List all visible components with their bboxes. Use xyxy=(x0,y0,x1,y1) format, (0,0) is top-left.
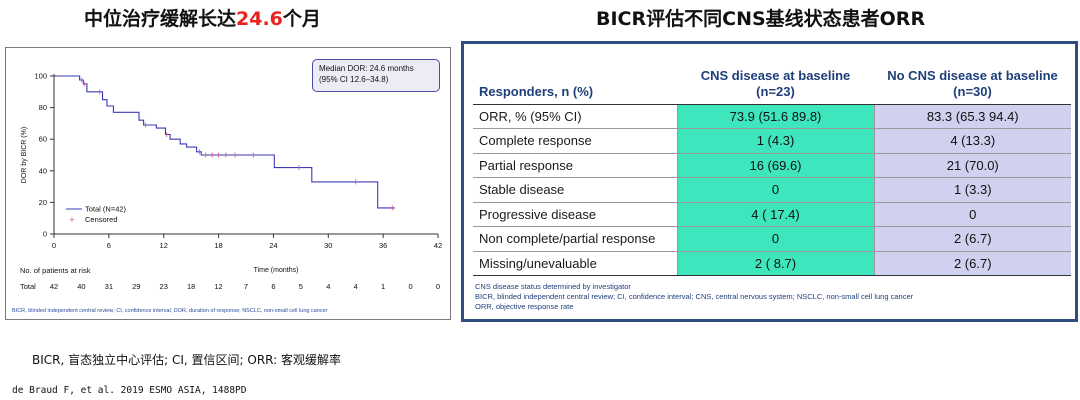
legend-series-label: Total (N=42) xyxy=(85,205,127,214)
risk-count: 29 xyxy=(132,282,140,291)
cns-cell: 2 ( 8.7) xyxy=(676,251,874,276)
abbreviation-line: BICR, 盲态独立中心评估; CI, 置信区间; ORR: 客观缓解率 xyxy=(32,353,341,367)
table-notes: CNS disease status determined by investi… xyxy=(475,282,1070,312)
x-tick-label: 6 xyxy=(107,241,111,250)
left-heading-text: 中位治疗缓解长达 xyxy=(84,8,237,30)
right-heading: BICR评估不同CNS基线状态患者ORR xyxy=(596,8,926,30)
risk-count: 1 xyxy=(381,282,385,291)
no-cns-cell: 0 xyxy=(873,202,1071,227)
y-tick-label: 40 xyxy=(39,166,47,175)
no-cns-cell: 1 (3.3) xyxy=(873,177,1071,203)
y-tick-label: 20 xyxy=(39,198,47,207)
cns-cell: 1 (4.3) xyxy=(676,128,874,154)
median-dor-line1: Median DOR: 24.6 months xyxy=(319,64,414,73)
table-note: ORR, objective response rate xyxy=(475,302,574,311)
table-row-stable-disease: Stable disease 0 1 (3.3) xyxy=(473,177,1071,203)
risk-count: 42 xyxy=(50,282,58,291)
risk-count: 6 xyxy=(271,282,275,291)
risk-count: 23 xyxy=(160,282,168,291)
risk-table-values: 42 40 31 29 23 18 12 7 6 5 4 4 1 0 0 xyxy=(50,282,440,291)
left-heading-highlight: 24.6 xyxy=(236,8,283,30)
km-censor-group xyxy=(80,77,393,211)
table-note: BICR, blinded independent central review… xyxy=(475,292,914,301)
no-cns-cell: 4 (13.3) xyxy=(873,128,1071,154)
cns-cell: 16 (69.6) xyxy=(676,153,874,178)
table-header-row: Responders, n (%) CNS disease at baselin… xyxy=(473,56,1071,105)
table-row-complete-response: Complete response 1 (4.3) 4 (13.3) xyxy=(473,128,1071,154)
header-no-cns-n: (n=30) xyxy=(953,83,992,99)
left-heading-suffix: 个月 xyxy=(282,8,321,30)
risk-count: 7 xyxy=(244,282,248,291)
y-tick-label: 60 xyxy=(39,135,47,144)
table-row-partial-response: Partial response 16 (69.6) 21 (70.0) xyxy=(473,153,1071,178)
left-heading: 中位治疗缓解长达24.6个月 xyxy=(84,4,321,31)
row-label: Progressive disease xyxy=(473,202,677,227)
cns-cell: 4 ( 17.4) xyxy=(676,202,874,227)
risk-count: 31 xyxy=(105,282,113,291)
table-row-missing: Missing/unevaluable 2 ( 8.7) 2 (6.7) xyxy=(473,251,1071,276)
km-curve-group xyxy=(54,75,395,209)
median-dor-line2: (95% CI 12.6–34.8) xyxy=(319,75,389,84)
km-chart-panel: 0 20 40 60 80 100 0 6 12 18 24 30 36 42 Total (N=42) … xyxy=(5,47,451,320)
y-axis-label: DOR by BICR (%) xyxy=(21,127,28,183)
risk-count: 40 xyxy=(77,282,85,291)
x-tick-label: 18 xyxy=(214,241,222,250)
no-cns-cell: 2 (6.7) xyxy=(873,226,1071,252)
row-label: ORR, % (95% CI) xyxy=(473,104,677,129)
row-label: Partial response xyxy=(473,153,677,178)
risk-row-label: Total xyxy=(20,282,36,291)
orr-table-panel: Responders, n (%) CNS disease at baselin… xyxy=(461,41,1078,322)
cns-cell: 0 xyxy=(676,226,874,252)
risk-count: 5 xyxy=(299,282,303,291)
table-note: CNS disease status determined by investi… xyxy=(475,282,631,291)
table-row-progressive-disease: Progressive disease 4 ( 17.4) 0 xyxy=(473,202,1071,227)
x-tick-label: 0 xyxy=(52,241,56,250)
risk-table-header: No. of patients at risk xyxy=(20,266,91,275)
x-tick-label: 36 xyxy=(379,241,387,250)
x-tick-label: 42 xyxy=(434,241,442,250)
row-label: Non complete/partial response xyxy=(473,226,677,252)
risk-count: 18 xyxy=(187,282,195,291)
x-tick-label: 24 xyxy=(269,241,277,250)
legend-censor-marker: + xyxy=(69,215,76,224)
row-label: Complete response xyxy=(473,128,677,154)
km-survival-line xyxy=(54,75,395,209)
y-tick-label: 100 xyxy=(34,72,47,81)
table-row-non-cr-pr: Non complete/partial response 0 2 (6.7) xyxy=(473,226,1071,252)
cns-cell: 73.9 (51.6 89.8) xyxy=(676,104,874,129)
header-cns-baseline: CNS disease at baseline (n=23) xyxy=(677,56,874,105)
risk-count: 0 xyxy=(408,282,412,291)
row-label: Missing/unevaluable xyxy=(473,251,677,276)
x-tick-label: 30 xyxy=(324,241,332,250)
orr-table: Responders, n (%) CNS disease at baselin… xyxy=(473,56,1071,276)
y-tick-label: 80 xyxy=(39,103,47,112)
median-dor-box: Median DOR: 24.6 months (95% CI 12.6–34.… xyxy=(312,59,440,92)
km-footnote: BICR, blinded independent central review… xyxy=(12,308,328,314)
y-tick-label: 0 xyxy=(43,230,47,239)
x-axis-label: Time (months) xyxy=(254,267,299,274)
x-tick-label: 12 xyxy=(160,241,168,250)
risk-count: 12 xyxy=(214,282,222,291)
km-legend: Total (N=42) + Censored xyxy=(66,205,127,224)
legend-censor-label: Censored xyxy=(85,215,118,224)
row-label: Stable disease xyxy=(473,177,677,203)
km-axes: 0 20 40 60 80 100 0 6 12 18 24 30 36 42 xyxy=(34,72,442,251)
header-no-cns-baseline: No CNS disease at baseline (n=30) xyxy=(874,56,1071,105)
no-cns-cell: 83.3 (65.3 94.4) xyxy=(873,104,1071,129)
header-cns-n: (n=23) xyxy=(756,83,795,99)
table-row-orr: ORR, % (95% CI) 73.9 (51.6 89.8) 83.3 (65.… xyxy=(473,104,1071,129)
cns-cell: 0 xyxy=(676,177,874,203)
header-cns-title: CNS disease at baseline xyxy=(700,67,851,83)
header-responders: Responders, n (%) xyxy=(473,56,677,105)
risk-count: 0 xyxy=(436,282,440,291)
no-cns-cell: 21 (70.0) xyxy=(873,153,1071,178)
risk-count: 4 xyxy=(354,282,358,291)
risk-count: 4 xyxy=(326,282,330,291)
header-no-cns-title: No CNS disease at baseline xyxy=(887,67,1058,83)
no-cns-cell: 2 (6.7) xyxy=(873,251,1071,276)
citation: de Braud F, et al. 2019 ESMO ASIA, 1488P… xyxy=(12,385,247,396)
